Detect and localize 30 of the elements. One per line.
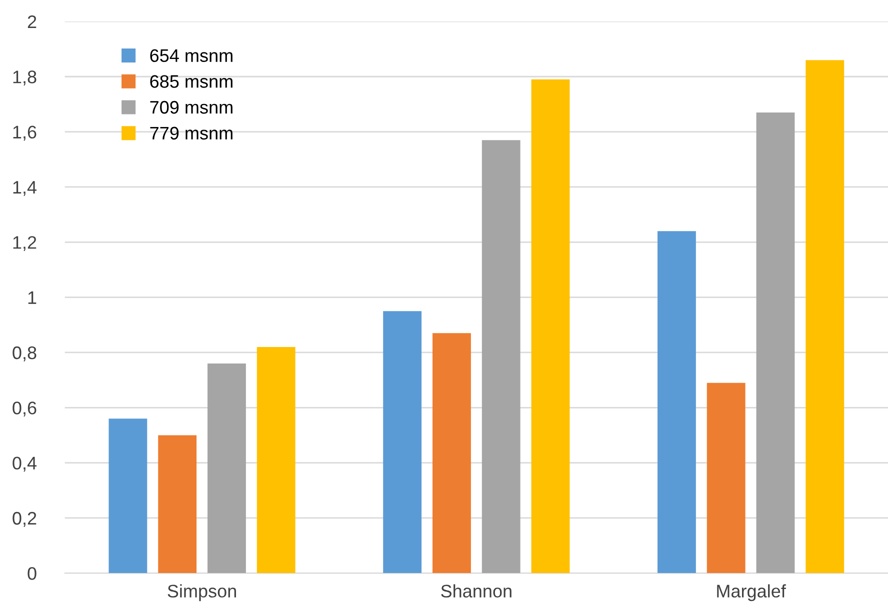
bar xyxy=(108,418,148,574)
y-tick-label: 1,8 xyxy=(13,70,36,86)
x-tick-label: Simpson xyxy=(168,584,236,602)
legend-label: 709 msnm xyxy=(150,100,232,114)
bar xyxy=(658,231,696,574)
bar xyxy=(432,333,471,574)
legend-label: 779 msnm xyxy=(150,126,232,140)
x-tick-label: Margalef xyxy=(717,584,786,602)
legend-label: 685 msnm xyxy=(150,75,232,88)
y-tick-label: 0,4 xyxy=(12,456,37,472)
y-tick-label: 0,6 xyxy=(12,402,36,416)
y-tick-label: 1 xyxy=(28,291,36,304)
bar xyxy=(756,112,795,574)
legend-label: 654 msnm xyxy=(150,49,232,62)
y-tick-label: 0 xyxy=(28,567,36,580)
y-tick-label: 1,2 xyxy=(13,236,36,251)
bar xyxy=(383,311,422,574)
x-tick-label: Shannon xyxy=(441,584,512,598)
y-tick-label: 1,6 xyxy=(13,126,36,141)
y-tick-label: 2 xyxy=(28,15,36,28)
y-tick-label: 0,2 xyxy=(12,512,36,527)
bar xyxy=(706,382,746,574)
bar xyxy=(806,60,844,574)
bar xyxy=(531,79,570,574)
y-tick-label: 0,8 xyxy=(12,346,36,362)
bar xyxy=(158,435,197,574)
bar xyxy=(256,346,296,574)
bar xyxy=(482,140,520,574)
bar xyxy=(208,364,246,574)
y-tick-label: 1,4 xyxy=(13,181,37,196)
